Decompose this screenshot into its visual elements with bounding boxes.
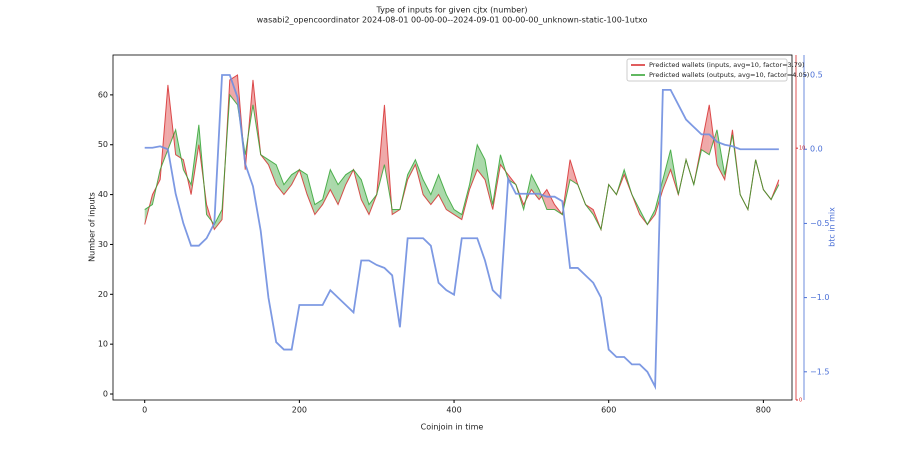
difference-fill: [454, 209, 462, 220]
legend-box: [626, 58, 788, 82]
series-line: [144, 93, 780, 232]
legend-label: Predicted wallets (outputs, avg=10, fact…: [649, 71, 809, 79]
y2-axis-label: btc in mix: [828, 207, 837, 247]
difference-fill: [283, 174, 292, 195]
difference-fill: [662, 149, 671, 190]
difference-fill: [330, 169, 339, 205]
y3-tick-label: 10: [799, 146, 805, 152]
y2-tick-label: 0.0: [810, 145, 823, 154]
difference-fill: [214, 209, 223, 230]
x-tick-label: 600: [601, 406, 616, 415]
y2-tick-label: −0.5: [810, 219, 829, 228]
plot-frame: [112, 54, 793, 401]
difference-fill: [438, 174, 447, 210]
x-tick-label: 800: [756, 406, 771, 415]
series-line: [144, 74, 779, 391]
y-tick-label: 30: [98, 240, 108, 249]
x-tick-label: 200: [292, 406, 307, 415]
legend-label: Predicted wallets (inputs, avg=10, facto…: [649, 61, 805, 69]
y2-tick-label: −1.0: [810, 293, 829, 302]
y-axis-label: Number of inputs: [88, 192, 97, 262]
y-tick-label: 0: [103, 390, 108, 399]
x-tick-label: 0: [142, 406, 147, 415]
difference-fill: [430, 174, 439, 205]
chart-title: Type of inputs for given cjtx (number): [375, 6, 527, 15]
difference-fill: [407, 159, 416, 180]
x-axis-label: Coinjoin in time: [421, 423, 484, 432]
y2-tick-label: 0.5: [810, 71, 823, 80]
y-tick-label: 50: [98, 140, 108, 149]
difference-fill: [167, 84, 176, 155]
difference-fill: [338, 174, 346, 205]
difference-fill: [546, 189, 555, 210]
difference-fill: [446, 194, 455, 215]
series-line: [144, 74, 780, 232]
y-tick-label: 20: [98, 290, 108, 299]
y-tick-label: 60: [98, 90, 108, 99]
y3-tick-label: 0: [799, 398, 802, 404]
difference-fill: [423, 179, 431, 205]
y-tick-label: 10: [98, 340, 108, 349]
difference-fill: [307, 174, 315, 215]
x-tick-label: 400: [446, 406, 461, 415]
y-tick-label: 40: [98, 190, 108, 199]
chart-subtitle: wasabi2_opencoordinator 2024-08-01 00-00…: [257, 16, 648, 25]
y2-tick-label: −1.5: [810, 367, 829, 376]
difference-fill: [361, 179, 369, 215]
difference-fill: [477, 144, 485, 180]
